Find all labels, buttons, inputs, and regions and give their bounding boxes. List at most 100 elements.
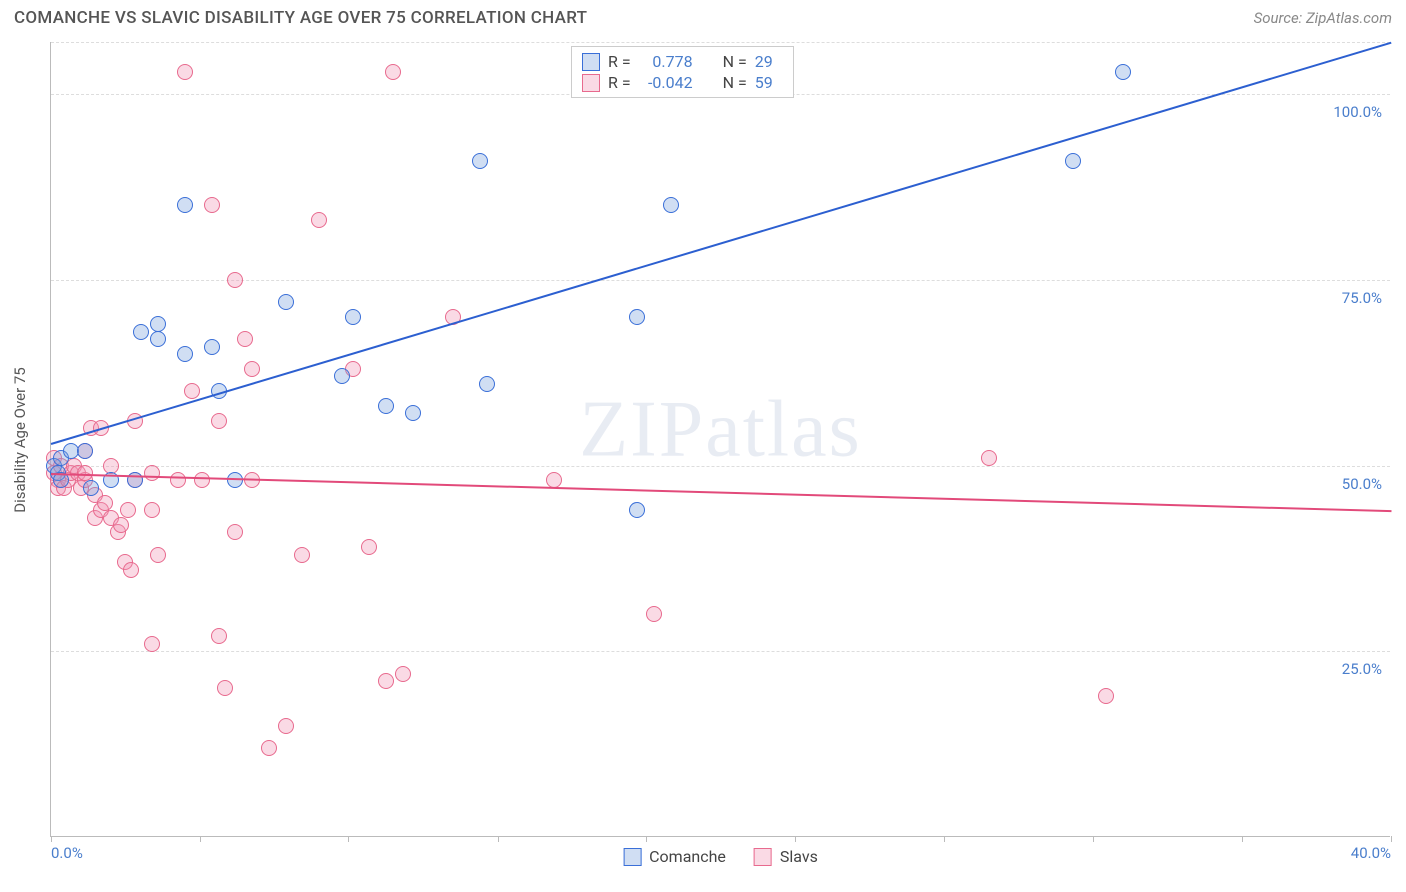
x-tick-label: 0.0%: [51, 844, 83, 862]
comanche-point: [77, 443, 93, 459]
x-tick: [51, 836, 52, 842]
gridline: [51, 651, 1390, 652]
slavs-point: [150, 547, 166, 563]
slavs-point: [177, 64, 193, 80]
comanche-point: [227, 472, 243, 488]
slavs-point: [261, 740, 277, 756]
r-label: R =: [608, 52, 631, 71]
r-value: -0.042: [639, 73, 693, 92]
gridline: [51, 466, 1390, 467]
x-tick: [944, 836, 945, 842]
comanche-trendline: [51, 42, 1392, 445]
comanche-swatch: [582, 53, 600, 71]
gridline: [51, 42, 1390, 43]
comanche-point: [278, 294, 294, 310]
x-tick: [348, 836, 349, 842]
plot-region: ZIPatlas 25.0%50.0%75.0%100.0%0.0%40.0%R…: [50, 42, 1390, 837]
slavs-point: [144, 636, 160, 652]
comanche-point: [378, 398, 394, 414]
comanche-point: [83, 480, 99, 496]
slavs-point: [227, 272, 243, 288]
slavs-point: [1098, 688, 1114, 704]
slavs-point: [103, 458, 119, 474]
stats-row-slavs: R = -0.042 N = 59: [582, 72, 783, 93]
comanche-point: [204, 339, 220, 355]
comanche-point: [133, 324, 149, 340]
y-tick-label: 75.0%: [1342, 289, 1382, 307]
comanche-point: [150, 331, 166, 347]
comanche-point: [334, 368, 350, 384]
slavs-point: [217, 680, 233, 696]
comanche-point: [177, 346, 193, 362]
legend-item-comanche: Comanche: [623, 847, 726, 866]
slavs-point: [361, 539, 377, 555]
slavs-point: [120, 502, 136, 518]
x-tick: [646, 836, 647, 842]
x-tick: [795, 836, 796, 842]
slavs-point: [244, 361, 260, 377]
legend-item-slavs: Slavs: [754, 847, 818, 866]
slavs-point: [144, 465, 160, 481]
slavs-swatch: [582, 74, 600, 92]
n-label: N =: [723, 73, 747, 92]
slavs-point: [170, 472, 186, 488]
slavs-point: [113, 517, 129, 533]
comanche-point: [1115, 64, 1131, 80]
slavs-point: [237, 331, 253, 347]
legend-label: Slavs: [780, 847, 818, 866]
slavs-point: [294, 547, 310, 563]
slavs-point: [227, 524, 243, 540]
slavs-swatch-icon: [754, 848, 772, 866]
comanche-swatch-icon: [623, 848, 641, 866]
y-tick-label: 25.0%: [1342, 660, 1382, 678]
x-tick: [1391, 836, 1392, 842]
legend-label: Comanche: [649, 847, 726, 866]
source-label: Source: ZipAtlas.com: [1254, 9, 1392, 27]
chart-title: COMANCHE VS SLAVIC DISABILITY AGE OVER 7…: [14, 8, 587, 28]
slavs-point: [278, 718, 294, 734]
n-value: 59: [755, 73, 783, 92]
chart-area: ZIPatlas 25.0%50.0%75.0%100.0%0.0%40.0%R…: [50, 42, 1390, 837]
slavs-point: [144, 502, 160, 518]
y-tick-label: 100.0%: [1333, 103, 1382, 121]
x-tick: [498, 836, 499, 842]
slavs-point: [311, 212, 327, 228]
slavs-point: [194, 472, 210, 488]
r-value: 0.778: [639, 52, 693, 71]
comanche-point: [150, 316, 166, 332]
slavs-point: [123, 562, 139, 578]
gridline: [51, 280, 1390, 281]
slavs-point: [378, 673, 394, 689]
comanche-point: [663, 197, 679, 213]
slavs-point: [395, 666, 411, 682]
slavs-point: [211, 413, 227, 429]
comanche-point: [479, 376, 495, 392]
watermark: ZIPatlas: [579, 384, 862, 475]
slavs-trendline: [51, 473, 1391, 512]
comanche-point: [405, 405, 421, 421]
slavs-point: [211, 628, 227, 644]
slavs-point: [184, 383, 200, 399]
n-value: 29: [755, 52, 783, 71]
n-label: N =: [723, 52, 747, 71]
comanche-point: [345, 309, 361, 325]
stats-row-comanche: R = 0.778 N = 29: [582, 51, 783, 72]
comanche-point: [629, 309, 645, 325]
slavs-point: [646, 606, 662, 622]
stats-box: R = 0.778 N = 29 R = -0.042 N = 59: [571, 46, 794, 98]
slavs-point: [385, 64, 401, 80]
comanche-point: [1065, 153, 1081, 169]
x-tick: [1093, 836, 1094, 842]
legend: Comanche Slavs: [623, 847, 818, 866]
x-tick: [1242, 836, 1243, 842]
slavs-point: [97, 495, 113, 511]
x-tick: [200, 836, 201, 842]
slavs-point: [204, 197, 220, 213]
y-tick-label: 50.0%: [1342, 475, 1382, 493]
comanche-point: [177, 197, 193, 213]
comanche-point: [629, 502, 645, 518]
r-label: R =: [608, 73, 631, 92]
x-tick-label: 40.0%: [1351, 844, 1391, 862]
y-axis-label: Disability Age Over 75: [11, 367, 29, 512]
comanche-point: [472, 153, 488, 169]
